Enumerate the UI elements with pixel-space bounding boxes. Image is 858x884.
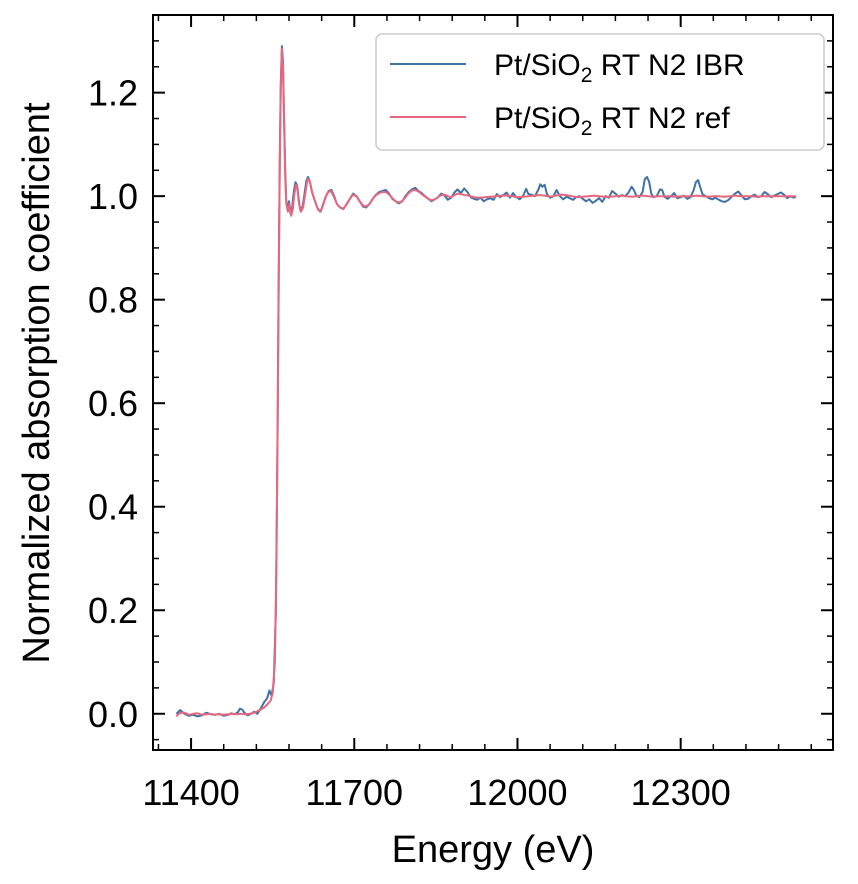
- legend-box: [375, 33, 825, 151]
- plot-frame: [152, 14, 834, 751]
- x-tick-label: 12000: [467, 772, 567, 813]
- y-tick-label: 0.6: [88, 383, 138, 424]
- major-ticks: [153, 15, 833, 750]
- legend: Pt/SiO2 RT N2 IBR Pt/SiO2 RT N2 ref: [375, 33, 825, 151]
- x-tick-label: 12300: [631, 772, 731, 813]
- series-layer: [175, 45, 797, 718]
- series-line-1: [175, 47, 796, 718]
- y-tick-label: 0.8: [88, 280, 138, 321]
- legend-label-ref: Pt/SiO2 RT N2 ref: [494, 102, 730, 140]
- x-tick-label: 11700: [306, 772, 403, 813]
- y-tick-label: 0.0: [88, 694, 138, 735]
- y-tick-label: 0.2: [88, 590, 138, 631]
- legend-label-ibr: Pt/SiO2 RT N2 IBR: [494, 49, 745, 87]
- y-axis-label: Normalized absorption coefficient: [16, 102, 58, 664]
- y-tick-label: 1.0: [88, 176, 138, 217]
- y-tick-labels: 0.0 0.2 0.4 0.6 0.8 1.0 1.2: [88, 73, 138, 735]
- x-axis-label: Energy (eV): [392, 829, 595, 871]
- x-tick-label: 11400: [142, 772, 239, 813]
- x-tick-labels: 11400 11700 12000 12300: [142, 772, 730, 813]
- y-tick-label: 1.2: [88, 73, 138, 114]
- y-tick-label: 0.4: [88, 487, 138, 528]
